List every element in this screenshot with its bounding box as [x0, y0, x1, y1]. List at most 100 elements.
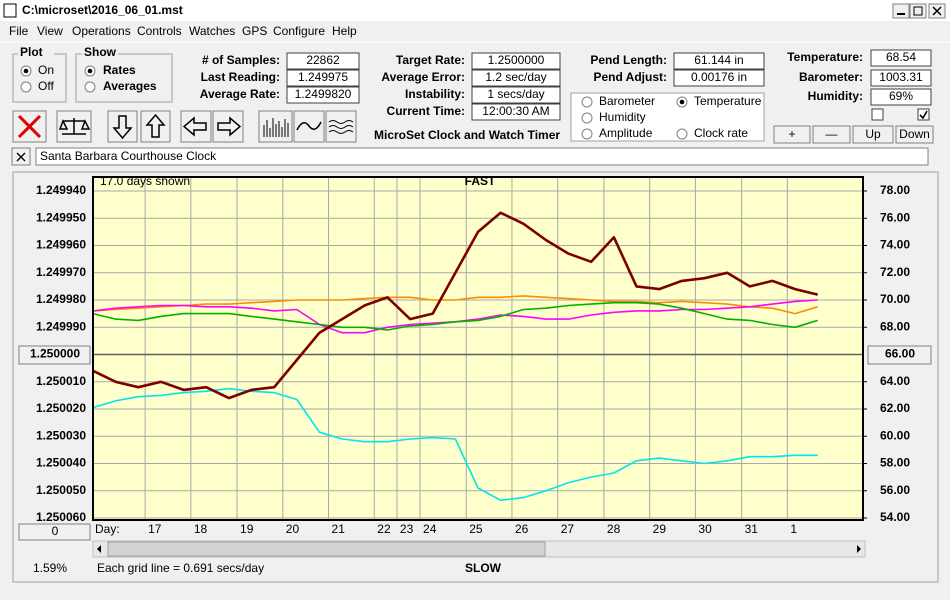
- button-icons: [17, 113, 354, 140]
- sensor-label: Temperature: [694, 94, 762, 108]
- y2-tick-label: 60.00: [880, 428, 910, 442]
- field-value: 61.144 in: [694, 53, 743, 67]
- sensor-label: Barometer: [599, 94, 655, 108]
- radio-button[interactable]: [581, 112, 593, 124]
- field-label: Target Rate:: [396, 53, 465, 67]
- show-group-box: [75, 53, 173, 103]
- y-tick-label: 1.250020: [36, 401, 86, 415]
- menu-item[interactable]: Controls: [137, 24, 182, 38]
- radio-label: On: [38, 63, 54, 77]
- window-controls[interactable]: [892, 3, 946, 19]
- adjust-button-label: —: [826, 127, 838, 141]
- x-tick-label: 20: [286, 522, 300, 536]
- plot-border: [92, 176, 864, 521]
- x-tick-label: 24: [423, 522, 437, 536]
- field-value: 12:00:30 AM: [482, 104, 549, 118]
- y-tick-label: 1.249980: [36, 292, 86, 306]
- menu-item[interactable]: Watches: [189, 24, 235, 38]
- title-bar: [0, 0, 950, 21]
- series-line: [92, 211, 819, 400]
- checkbox[interactable]: [871, 108, 884, 121]
- scroll-thumb[interactable]: [107, 541, 546, 557]
- field-box: [673, 52, 765, 70]
- checkbox[interactable]: [917, 108, 930, 121]
- adjust-button[interactable]: [812, 125, 851, 144]
- x-tick-label: 30: [698, 522, 712, 536]
- field-value: 0.00176 in: [691, 70, 747, 84]
- radio-dot: [87, 68, 93, 74]
- radio-button[interactable]: [581, 128, 593, 140]
- y-tick-label: 1.249950: [36, 210, 86, 224]
- y-tick-label: 1.250010: [36, 374, 86, 388]
- field-label: Average Rate:: [200, 87, 280, 101]
- app-name: MicroSet Clock and Watch Timer: [374, 128, 560, 142]
- radio-label: Off: [38, 79, 54, 93]
- maximize-button[interactable]: [909, 3, 927, 19]
- field-label: Humidity:: [808, 89, 863, 103]
- down-button[interactable]: [107, 110, 138, 143]
- field-box: [870, 69, 932, 87]
- field-label: Barometer:: [799, 70, 863, 84]
- menu-item[interactable]: Operations: [72, 24, 131, 38]
- radio-button[interactable]: [84, 81, 96, 93]
- adjust-button[interactable]: [895, 125, 934, 144]
- field-label: Average Error:: [381, 70, 465, 84]
- radio-button[interactable]: [20, 81, 32, 93]
- clock-name-box[interactable]: [35, 147, 929, 166]
- field-label: # of Samples:: [202, 53, 280, 67]
- menu-item[interactable]: View: [37, 24, 63, 38]
- field-box: [286, 69, 360, 87]
- center-right-button[interactable]: [867, 345, 932, 365]
- y-tick-label: 1.250050: [36, 483, 86, 497]
- menu-item[interactable]: Configure: [273, 24, 325, 38]
- slow-label: SLOW: [465, 561, 502, 575]
- x-tick-label: 25: [469, 522, 483, 536]
- grid-note: Each grid line = 0.691 secs/day: [97, 561, 264, 575]
- field-box: [870, 88, 932, 106]
- grid: [93, 177, 863, 520]
- radio-dot: [679, 99, 685, 105]
- field-value: 1.2 sec/day: [485, 70, 546, 84]
- field-box: [471, 86, 561, 104]
- center-left-label: 1.250000: [30, 347, 80, 361]
- y-tick-label: 1.249960: [36, 238, 86, 252]
- field-value: 1 secs/day: [487, 87, 544, 101]
- x-tick-label: 31: [745, 522, 759, 536]
- series-line: [92, 301, 818, 331]
- radio-label: Averages: [103, 79, 157, 93]
- menu-item[interactable]: Help: [332, 24, 357, 38]
- radio-button[interactable]: [581, 96, 593, 108]
- group-title: Plot: [20, 45, 43, 59]
- y2-tick-label: 58.00: [880, 456, 910, 470]
- menu-item[interactable]: File: [9, 24, 29, 38]
- minimize-button[interactable]: [892, 3, 910, 19]
- adjust-button[interactable]: [773, 125, 811, 144]
- field-box: [471, 52, 561, 70]
- y2-tick-label: 72.00: [880, 265, 910, 279]
- ripple-button[interactable]: [325, 110, 357, 143]
- adjust-button[interactable]: [852, 125, 894, 144]
- y-tick-label: 1.250060: [36, 510, 86, 524]
- center-left-button[interactable]: [18, 345, 91, 365]
- x-tick-label: 22: [377, 522, 391, 536]
- field-label: Pend Length:: [590, 53, 667, 67]
- sensor-label: Amplitude: [599, 126, 653, 140]
- adjust-button-label: Down: [899, 127, 930, 141]
- field-box: [471, 103, 561, 121]
- x-tick-label: 18: [194, 522, 208, 536]
- zoom-button[interactable]: [18, 523, 91, 541]
- field-label: Pend Adjust:: [593, 70, 667, 84]
- x-tick-label: 17: [148, 522, 162, 536]
- radio-button[interactable]: [676, 128, 688, 140]
- menu-item[interactable]: GPS: [242, 24, 267, 38]
- zoom-label: 0: [52, 524, 59, 538]
- center-right-label: 66.00: [885, 347, 915, 361]
- field-box: [286, 86, 360, 104]
- radio-label: Rates: [103, 63, 136, 77]
- x-tick-label: 28: [607, 522, 621, 536]
- y2-tick-label: 68.00: [880, 319, 910, 333]
- series-line: [92, 295, 818, 315]
- y-tick-label: 1.250040: [36, 456, 86, 470]
- x-tick-label: 23: [400, 522, 414, 536]
- y-tick-label: 1.250030: [36, 428, 86, 442]
